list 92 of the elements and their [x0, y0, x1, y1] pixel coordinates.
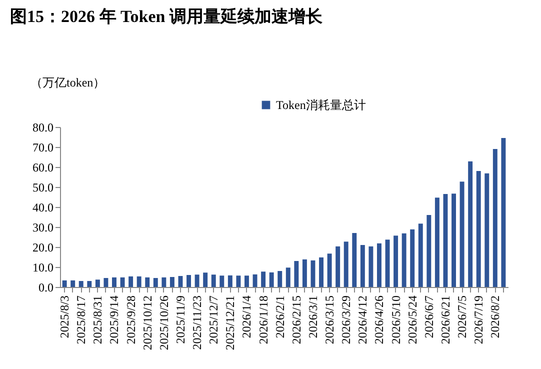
- bar: [418, 224, 423, 287]
- bar: [252, 274, 258, 287]
- y-tick-label: 40.0: [32, 200, 54, 214]
- bar: [211, 274, 216, 287]
- bar: [236, 276, 241, 287]
- bar: [104, 278, 108, 287]
- x-tick-label: 2025/9/14: [107, 296, 122, 344]
- bar: [95, 280, 100, 287]
- x-tick-label: 2026/6/7: [422, 296, 436, 338]
- x-tick-label: 2025/9/28: [124, 296, 138, 344]
- x-tick-label: 2025/12/21: [223, 296, 238, 350]
- bar: [434, 198, 440, 287]
- bar: [87, 281, 92, 287]
- bar: [410, 229, 415, 287]
- bar: [452, 194, 456, 287]
- y-tick-label: 60.0: [32, 160, 54, 174]
- x-tick-label: 2026/5/10: [388, 296, 403, 344]
- bar: [394, 236, 398, 287]
- bar: [385, 240, 390, 287]
- bar: [476, 171, 481, 287]
- x-tick-label: 2026/3/1: [306, 296, 320, 338]
- bar: [376, 243, 382, 287]
- bar: [194, 274, 200, 287]
- x-tick-label: 2025/10/12: [140, 296, 154, 350]
- x-tick-label: 2026/4/12: [356, 296, 370, 344]
- bar: [360, 245, 365, 287]
- bar: [286, 268, 290, 287]
- bar: [128, 276, 134, 287]
- bar: [426, 215, 432, 287]
- bar: [402, 233, 406, 287]
- bar: [278, 271, 282, 287]
- x-tick-label: 2026/1/4: [240, 296, 254, 338]
- bar: [112, 277, 116, 287]
- bar: [344, 242, 348, 287]
- y-tick-label: 50.0: [32, 180, 54, 194]
- y-tick-label: 30.0: [32, 220, 54, 234]
- x-tick-label: 2026/2/1: [272, 296, 287, 338]
- y-tick-label: 0.0: [38, 280, 54, 294]
- bar: [170, 277, 174, 287]
- x-tick-label: 2026/7/5: [455, 296, 470, 338]
- x-tick-label: 2026/8/2: [488, 296, 502, 338]
- x-tick-label: 2025/8/17: [74, 296, 88, 344]
- y-axis-title: （万亿token）: [30, 76, 106, 90]
- bar: [327, 254, 332, 287]
- bar: [319, 257, 324, 287]
- chart-title: 图15：2026 年 Token 调用量延续加速增长: [10, 7, 324, 26]
- bar: [352, 233, 357, 287]
- bar: [501, 138, 506, 287]
- bar: [460, 182, 464, 287]
- x-tick-label: 2026/2/15: [289, 296, 304, 344]
- bar: [302, 259, 307, 287]
- x-tick-label: 2026/4/26: [372, 296, 386, 344]
- bar: [492, 149, 498, 287]
- bar: [336, 246, 340, 287]
- bar: [136, 276, 142, 287]
- bar: [186, 275, 192, 287]
- bar: [244, 276, 249, 287]
- bar: [294, 261, 299, 287]
- x-tick-label: 2026/3/29: [339, 296, 354, 344]
- bar: [269, 272, 274, 287]
- x-tick-label: 2026/7/19: [472, 296, 486, 344]
- y-tick-label: 80.0: [32, 120, 54, 134]
- bar: [310, 260, 316, 287]
- bar: [62, 280, 67, 287]
- bar: [120, 277, 125, 287]
- x-tick-label: 2025/11/9: [173, 296, 188, 344]
- y-tick-label: 70.0: [32, 140, 54, 154]
- legend-label: Token消耗量总计: [276, 98, 366, 112]
- x-tick-label: 2026/1/18: [256, 296, 270, 344]
- bar: [145, 277, 150, 287]
- bar: [261, 272, 266, 287]
- x-tick-label: 2025/8/3: [58, 296, 72, 338]
- bar: [228, 275, 232, 287]
- x-tick-label: 2026/6/21: [438, 296, 452, 344]
- x-tick-label: 2025/12/7: [206, 296, 221, 344]
- bar: [153, 278, 158, 287]
- x-tick-label: 2025/8/31: [90, 296, 105, 344]
- x-tick-label: 2025/11/23: [190, 296, 204, 350]
- bar: [203, 272, 208, 287]
- y-tick-label: 20.0: [32, 240, 54, 254]
- bar: [468, 161, 473, 287]
- bar: [220, 276, 224, 287]
- bar: [70, 280, 76, 287]
- bar: [162, 277, 166, 287]
- bar: [443, 194, 448, 287]
- x-tick-label: 2025/10/26: [156, 296, 171, 350]
- x-tick-label: 2026/5/24: [405, 296, 420, 344]
- y-tick-label: 10.0: [32, 260, 54, 274]
- bar: [484, 173, 490, 287]
- bar: [368, 246, 374, 287]
- bar: [78, 281, 84, 287]
- x-tick-label: 2026/3/15: [322, 296, 337, 344]
